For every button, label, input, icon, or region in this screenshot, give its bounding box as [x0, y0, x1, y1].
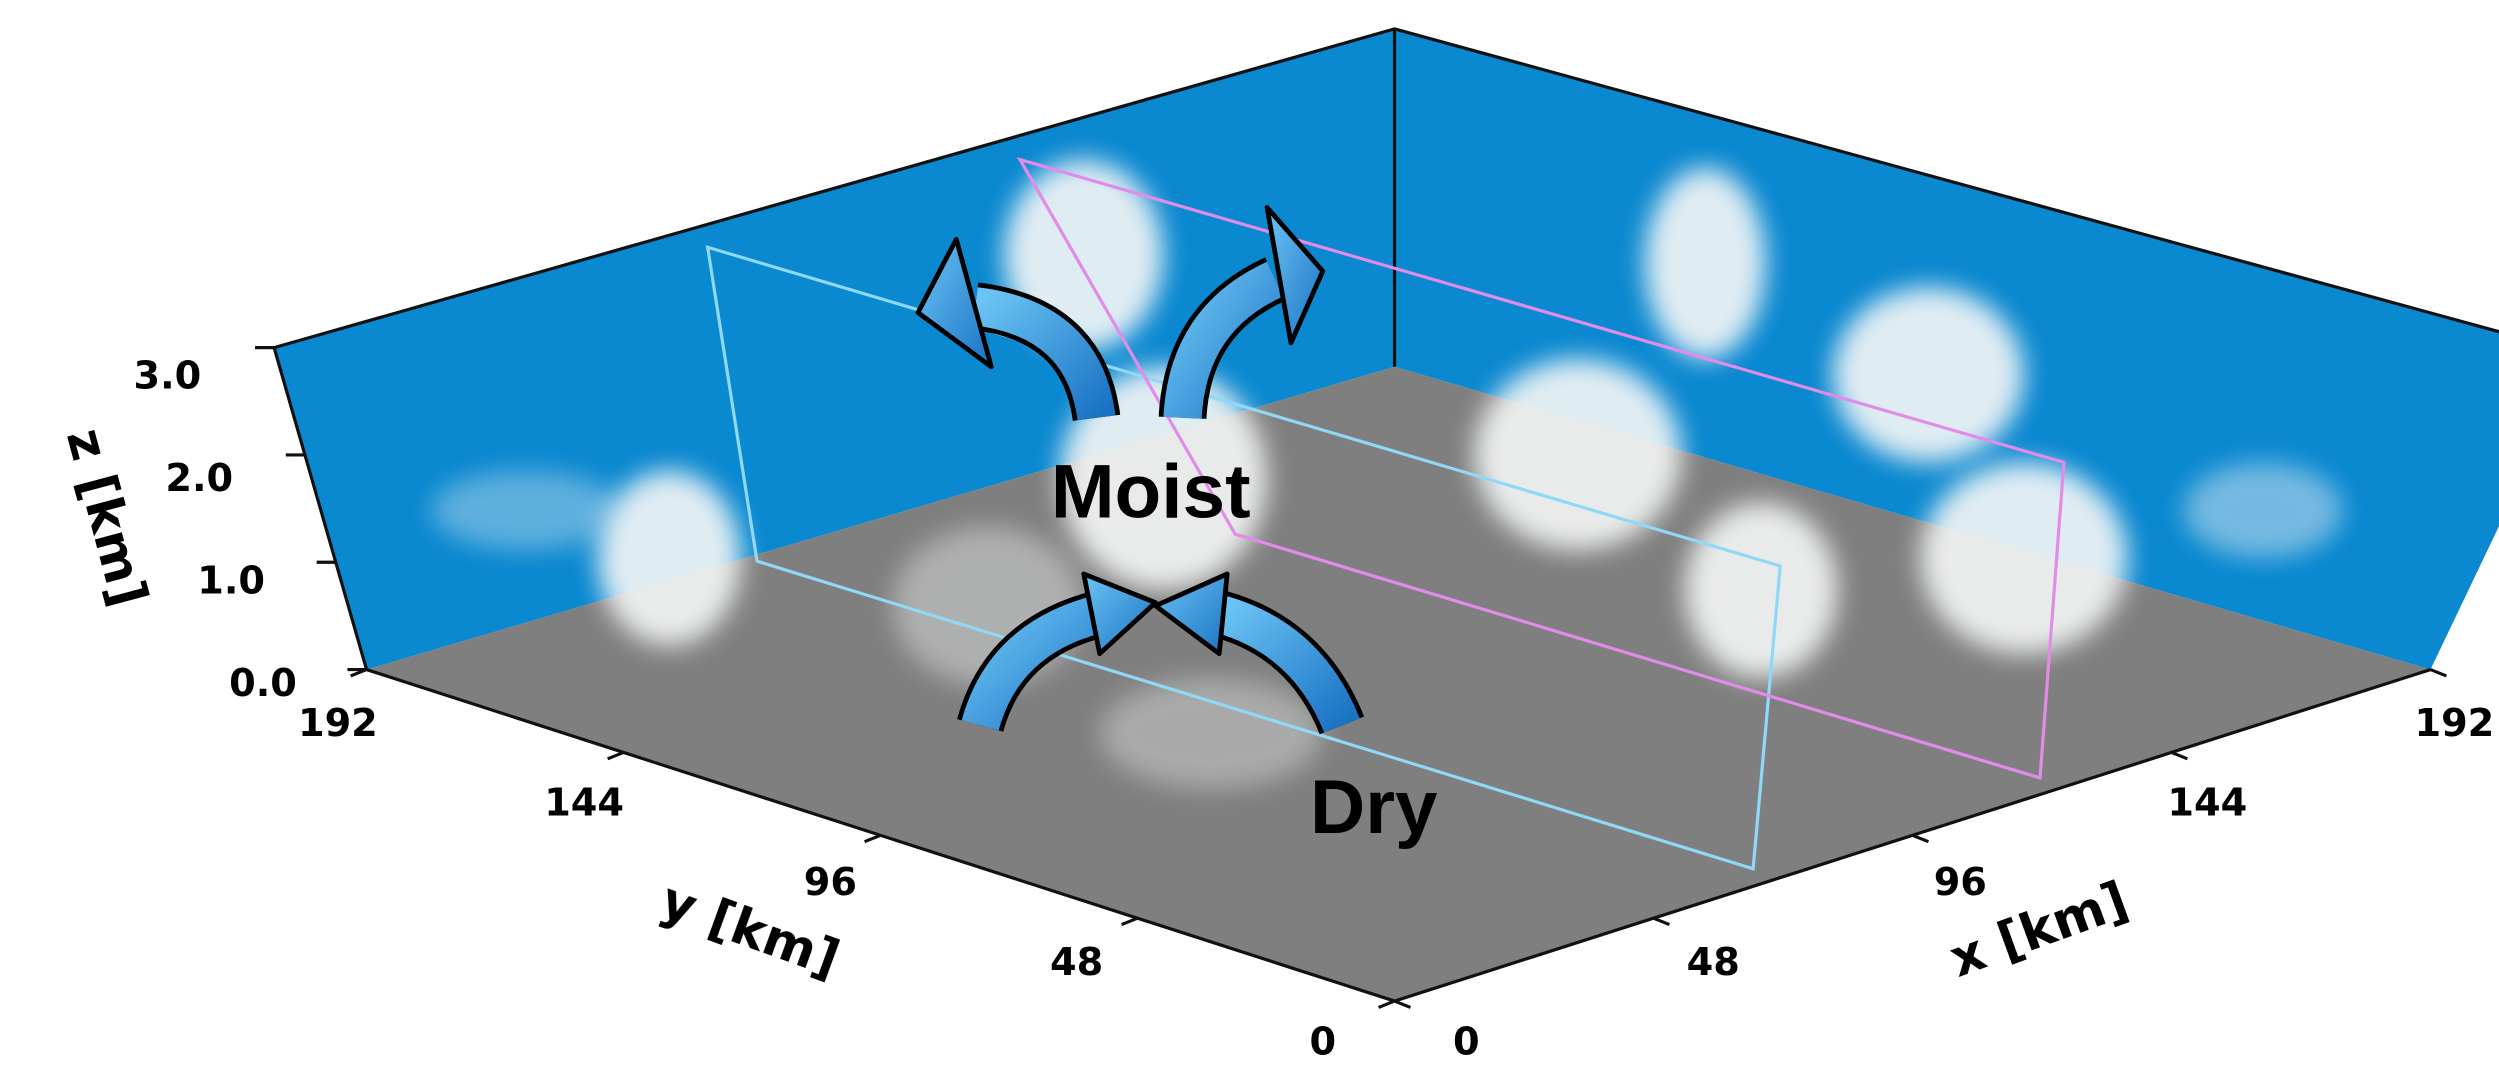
x-tick-label: 192: [2414, 701, 2494, 746]
cross-section-cyan: [705, 244, 1782, 871]
tick-mark: [1121, 916, 1139, 927]
y-tick-label: 0: [1310, 1020, 1337, 1065]
tick-mark: [2170, 750, 2189, 761]
x-tick-label: 0: [1453, 1020, 1480, 1065]
y-tick-label: 48: [1050, 940, 1103, 985]
z-tick-label: 1.0: [197, 558, 265, 603]
z-tick-label: 3.0: [133, 353, 201, 398]
z-axis-line: [272, 347, 369, 671]
z-tick-label: 0.0: [229, 661, 297, 706]
tick-mark: [864, 833, 882, 844]
tick-mark: [1652, 916, 1671, 927]
arrows: [915, 205, 1365, 735]
z-tick-label: 2.0: [165, 456, 233, 501]
tick-mark: [1911, 833, 1930, 844]
clouds: [430, 159, 2343, 790]
tick-mark: [2429, 668, 2447, 678]
y-tick-label: 192: [298, 701, 378, 746]
z-axis-label: z [km]: [54, 422, 158, 612]
y-tick-label: 96: [804, 860, 857, 905]
tick-mark: [607, 750, 625, 761]
x-tick-label: 48: [1687, 940, 1740, 985]
x-tick-label: 144: [2167, 781, 2247, 826]
x-tick-label: 96: [1934, 860, 1987, 905]
annotation-dry: Dry: [1310, 765, 1438, 850]
tick-mark: [1378, 999, 1396, 1009]
floor: [366, 366, 2431, 1002]
y-tick-label: 144: [544, 781, 624, 826]
tick-mark: [1393, 999, 1412, 1009]
annotation-moist: Moist: [1051, 450, 1251, 535]
